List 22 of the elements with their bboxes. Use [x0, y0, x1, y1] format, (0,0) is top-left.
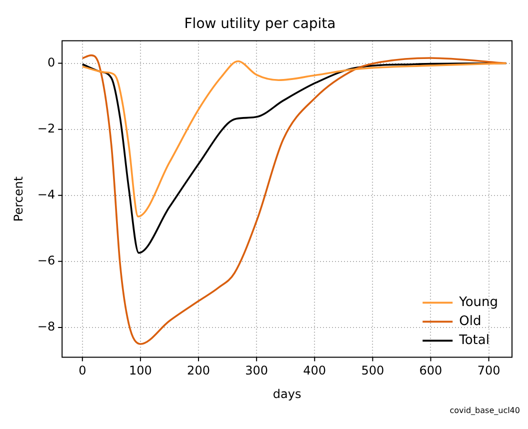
x-tick-label: 400 — [303, 364, 326, 378]
x-tick-label: 0 — [78, 364, 86, 378]
legend-label: Young — [458, 295, 498, 310]
legend-label: Total — [458, 333, 490, 348]
x-tick-label: 200 — [187, 364, 210, 378]
x-tick-label: 100 — [129, 364, 152, 378]
text: covid_base_ucl40 — [448, 406, 520, 416]
y-tick-label: 0 — [47, 55, 56, 70]
y-tick-label: −8 — [37, 320, 56, 334]
x-tick-label: 600 — [419, 364, 442, 378]
x-tick-label: 300 — [245, 364, 268, 378]
y-tick-label: −4 — [37, 187, 56, 202]
line-series — [82, 54, 508, 345]
chart-title: Flow utility per capita — [184, 16, 336, 32]
x-tick-label: 500 — [361, 364, 384, 378]
x-axis-title: days — [272, 386, 302, 401]
line-series — [82, 60, 508, 218]
x-tick-label: 700 — [477, 364, 500, 378]
y-tick-label: −6 — [37, 254, 56, 268]
y-tick-label: −2 — [37, 121, 56, 136]
legend-label: Old — [459, 314, 482, 330]
y-axis-title: Percent — [11, 176, 26, 222]
